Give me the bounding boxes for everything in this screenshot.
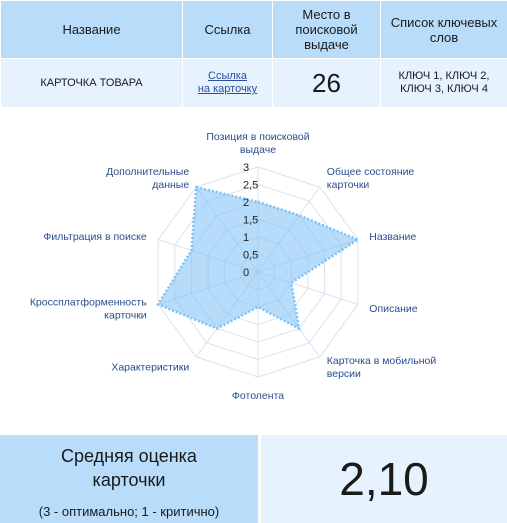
axis-label: Фотолента	[232, 390, 284, 402]
radar-axis-labels: Позиция в поисковой выдаче Общее состояние…	[30, 131, 437, 402]
summary-panel: Средняя оценка карточки (3 - оптимально; …	[0, 435, 507, 523]
header-link: Ссылка	[182, 0, 273, 59]
summary-title: Средняя оценка карточки	[61, 445, 197, 490]
tick-label: 1	[243, 232, 249, 244]
axis-label: Характеристики	[111, 362, 189, 374]
tick-label: 0	[243, 267, 249, 279]
axis-label: Описание	[369, 303, 417, 315]
card-link[interactable]: Ссылка на карточку	[197, 70, 258, 95]
header-place: Место в поисковой выдаче	[272, 0, 381, 59]
tick-label: 3	[243, 162, 249, 174]
axis-label: Карточка в мобильной версии	[327, 355, 437, 380]
header-place-text: Место в поисковой выдаче	[295, 7, 358, 52]
axis-label: Позиция в поисковой выдаче	[206, 131, 309, 156]
axis-label: Фильтрация в поиске	[43, 231, 146, 243]
axis-label: Название	[369, 231, 416, 243]
summary-label-box: Средняя оценка карточки (3 - оптимально; …	[0, 435, 258, 523]
tick-label: 0,5	[243, 250, 258, 262]
cell-link: Ссылка на карточку	[182, 58, 273, 108]
axis-label: Дополнительные данные	[106, 166, 189, 191]
header-keywords: Список ключевых слов	[380, 0, 507, 59]
summary-note: (3 - оптимально; 1 - критично)	[38, 503, 220, 519]
axis-label: Общее состояние карточки	[327, 166, 415, 191]
radar-chart: 0 0,5 1 1,5 2 2,5 3 Позиция в поисковой выдаче О…	[30, 131, 437, 402]
cell-keywords: КЛЮЧ 1, КЛЮЧ 2, КЛЮЧ 3, КЛЮЧ 4	[380, 58, 507, 108]
radar-series	[156, 185, 361, 331]
card-table: Название Ссылка Место в поисковой выдаче…	[0, 0, 507, 108]
header-name: Название	[0, 0, 183, 59]
header-keywords-text: Список ключевых слов	[390, 14, 498, 45]
tick-label: 2,5	[243, 180, 258, 192]
radar-ticks: 0 0,5 1 1,5 2 2,5 3	[243, 162, 258, 279]
axis-label: Кроссплатформенность карточки	[30, 297, 147, 322]
tick-label: 2	[243, 197, 249, 209]
summary-value: 2,10	[261, 435, 507, 523]
tick-label: 1,5	[243, 215, 258, 227]
cell-place: 26	[272, 58, 381, 108]
cell-name: КАРТОЧКА ТОВАРА	[0, 58, 183, 108]
series-area	[156, 185, 361, 331]
